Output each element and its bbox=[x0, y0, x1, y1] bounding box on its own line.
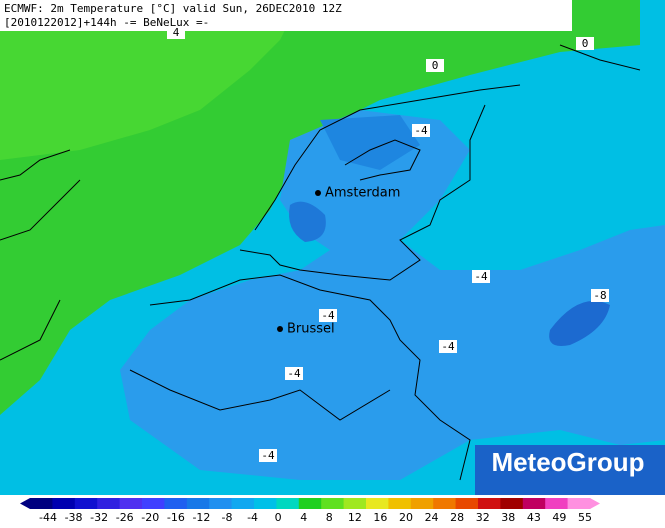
color-bar-segment bbox=[74, 498, 98, 509]
city-dot bbox=[315, 190, 321, 196]
color-bar-segment bbox=[142, 498, 165, 509]
city-label: Amsterdam bbox=[325, 186, 400, 201]
dark-blue-zone bbox=[289, 201, 326, 242]
color-bar-label: -16 bbox=[167, 511, 185, 524]
color-bar-label: 0 bbox=[275, 511, 282, 524]
dark-blue-zone bbox=[320, 115, 420, 170]
contour-label: -4 bbox=[441, 340, 455, 353]
color-bar-label: -26 bbox=[116, 511, 134, 524]
city-label: Brussel bbox=[287, 322, 335, 337]
color-bar-segment bbox=[276, 498, 300, 509]
header-title: ECMWF: 2m Temperature [°C] valid Sun, 26… bbox=[4, 2, 342, 15]
color-bar-segment bbox=[119, 498, 143, 509]
color-bar-label: 24 bbox=[425, 511, 439, 524]
cold-patch bbox=[549, 300, 610, 346]
color-bar-label: 55 bbox=[578, 511, 592, 524]
contour-label-box bbox=[439, 340, 457, 353]
color-bar-arrow bbox=[590, 498, 600, 509]
logo-box bbox=[475, 445, 665, 495]
color-bar-segment bbox=[478, 498, 501, 509]
contour-label-box bbox=[576, 37, 594, 50]
color-bar-label: -44 bbox=[39, 511, 57, 524]
color-bar-label: 38 bbox=[501, 511, 515, 524]
city-dot bbox=[277, 326, 283, 332]
color-bar-label: 4 bbox=[300, 511, 307, 524]
color-bar-segment bbox=[366, 498, 389, 509]
color-bar-segment bbox=[97, 498, 121, 509]
color-bar-segment bbox=[30, 498, 53, 509]
contour-label-box bbox=[259, 449, 277, 462]
contour-label-box bbox=[426, 59, 444, 72]
color-bar-segment bbox=[433, 498, 457, 509]
color-bar-segment bbox=[455, 498, 479, 509]
color-bar-label: -12 bbox=[192, 511, 210, 524]
color-bar-segment bbox=[164, 498, 188, 509]
color-bar-segment bbox=[209, 498, 233, 509]
contour-label-box bbox=[319, 309, 337, 322]
color-bar-label: 20 bbox=[399, 511, 413, 524]
color-bar-label: 16 bbox=[373, 511, 387, 524]
color-bar-segment bbox=[186, 498, 210, 509]
contour-label: -4 bbox=[287, 367, 301, 380]
contour-label: 0 bbox=[432, 59, 439, 72]
color-bar-segment bbox=[231, 498, 255, 509]
color-bar-label: -4 bbox=[247, 511, 258, 524]
color-bar-label: 43 bbox=[527, 511, 541, 524]
color-bar-segment bbox=[410, 498, 434, 509]
contour-label-box bbox=[412, 124, 430, 137]
color-bar-label: -32 bbox=[90, 511, 108, 524]
color-bar-arrow bbox=[20, 498, 30, 509]
borders bbox=[0, 44, 641, 481]
logo: MeteoGroup bbox=[491, 447, 644, 477]
contour-label: -4 bbox=[261, 449, 275, 462]
color-bar-segment bbox=[522, 498, 546, 509]
contour-label: -4 bbox=[414, 124, 428, 137]
color-bar-segment bbox=[343, 498, 367, 509]
color-bar-segment bbox=[545, 498, 569, 509]
contour-label: -8 bbox=[593, 289, 606, 302]
contour-label-box bbox=[591, 289, 609, 302]
color-bar-segment bbox=[52, 498, 76, 509]
color-bar-label: 12 bbox=[348, 511, 362, 524]
color-bar-label: 49 bbox=[552, 511, 566, 524]
header-box bbox=[0, 0, 572, 31]
light-green-zone bbox=[0, 0, 300, 160]
color-bar-segment bbox=[388, 498, 412, 509]
color-bar-label: 32 bbox=[476, 511, 490, 524]
color-bar-segment bbox=[254, 498, 277, 509]
header-subtitle: [2010122012]+144h -= BeNeLux =- bbox=[4, 16, 209, 29]
contour-label: 4 bbox=[173, 26, 180, 39]
contour-label-box bbox=[167, 26, 185, 39]
color-bar-segment bbox=[500, 498, 524, 509]
blue-zone bbox=[120, 110, 665, 480]
color-bar-label: -8 bbox=[222, 511, 233, 524]
color-bar-segment bbox=[321, 498, 345, 509]
contour-label: -4 bbox=[321, 309, 335, 322]
color-bar-label: -38 bbox=[65, 511, 83, 524]
color-bar-label: -20 bbox=[141, 511, 159, 524]
contour-label-box bbox=[285, 367, 303, 380]
contour-label-box bbox=[472, 270, 490, 283]
contour-label: -4 bbox=[474, 270, 488, 283]
color-bar-segment bbox=[567, 498, 591, 509]
color-bar-label: 28 bbox=[450, 511, 464, 524]
color-bar-segment bbox=[298, 498, 322, 509]
color-bar-label: 8 bbox=[326, 511, 333, 524]
contour-label: 0 bbox=[582, 37, 589, 50]
